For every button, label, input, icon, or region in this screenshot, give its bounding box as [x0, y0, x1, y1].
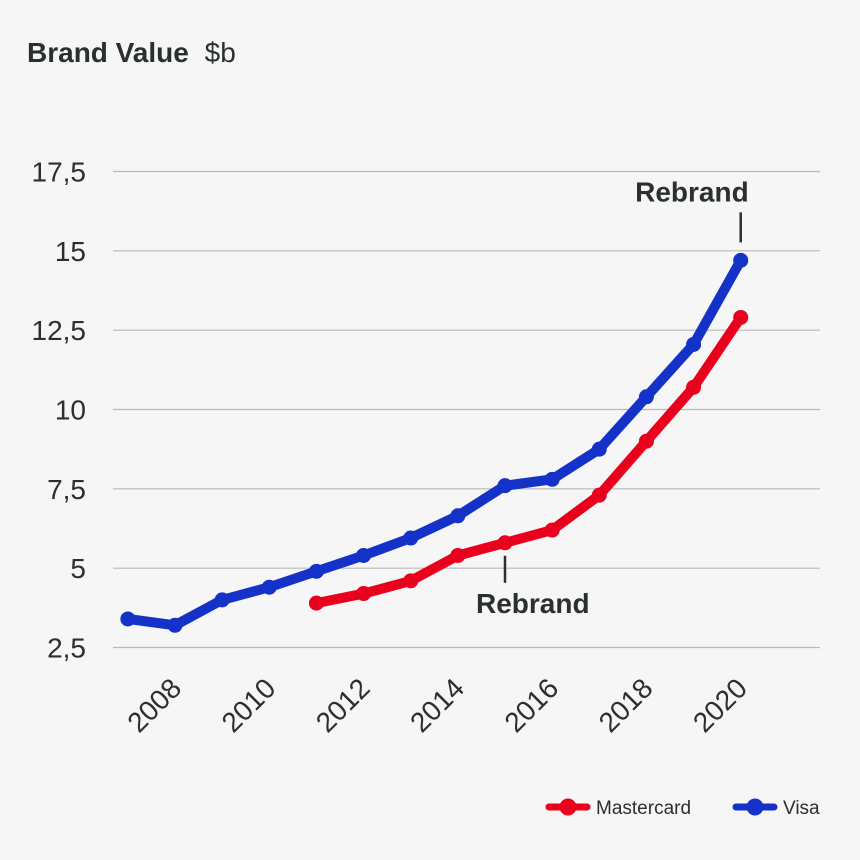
x-tick-label: 2016: [498, 672, 564, 738]
chart-title-text: Brand Value: [27, 37, 189, 68]
data-point: [544, 522, 560, 538]
data-point: [403, 573, 419, 589]
legend-swatch-marker: [746, 798, 764, 816]
y-tick-label: 10: [55, 395, 86, 426]
data-point: [497, 535, 513, 551]
series-visa: [120, 252, 749, 633]
data-point: [356, 547, 372, 563]
series-line-mastercard: [311, 312, 746, 609]
data-point: [403, 530, 419, 546]
data-point: [638, 433, 654, 449]
x-tick-label: 2018: [593, 672, 659, 738]
x-tick-label: 2020: [687, 672, 753, 738]
data-point: [356, 586, 372, 602]
legend-label: Visa: [783, 798, 820, 819]
data-point: [638, 389, 654, 405]
annotations: Rebrand Rebrand: [476, 176, 749, 618]
x-tick-label: 2012: [310, 672, 376, 738]
data-point: [544, 471, 560, 487]
data-point: [733, 309, 749, 325]
y-tick-label: 17,5: [32, 157, 87, 188]
series-lines: [120, 252, 749, 633]
legend-item-visa: Visa: [732, 798, 820, 819]
x-tick-label: 2010: [216, 672, 282, 738]
legend-label: Mastercard: [596, 798, 691, 819]
y-axis-ticks: 2,5 5 7,5 10 12,5 15 17,5: [32, 157, 87, 664]
series-mastercard: [308, 309, 749, 611]
data-point: [450, 508, 466, 524]
legend-item-mastercard: Mastercard: [545, 798, 691, 819]
data-point: [308, 563, 324, 579]
data-point: [686, 336, 702, 352]
data-point: [733, 252, 749, 268]
annotation-label: Rebrand: [635, 176, 749, 207]
series-line-visa: [122, 255, 746, 631]
grid: [113, 170, 820, 649]
data-point: [591, 487, 607, 503]
data-point: [497, 478, 513, 494]
x-tick-label: 2014: [404, 672, 470, 738]
x-tick-label: 2008: [121, 672, 187, 738]
y-tick-label: 15: [55, 236, 86, 267]
chart-title: Brand Value $b: [27, 37, 236, 68]
legend-swatch-marker: [559, 798, 577, 816]
y-tick-label: 12,5: [32, 315, 87, 346]
data-point: [120, 611, 136, 627]
data-point: [591, 441, 607, 457]
data-point: [167, 617, 183, 633]
data-point: [686, 379, 702, 395]
annotation-label: Rebrand: [476, 588, 590, 619]
legend: Mastercard Visa: [545, 798, 820, 819]
data-point: [214, 592, 230, 608]
x-axis-ticks: 2008 2010 2012 2014 2016 2018 2020: [121, 672, 753, 738]
chart-title-unit: $b: [205, 37, 236, 68]
data-point: [450, 547, 466, 563]
y-tick-label: 5: [70, 553, 86, 584]
y-tick-label: 7,5: [47, 474, 86, 505]
data-point: [308, 595, 324, 611]
y-tick-label: 2,5: [47, 633, 86, 664]
data-point: [261, 579, 277, 595]
